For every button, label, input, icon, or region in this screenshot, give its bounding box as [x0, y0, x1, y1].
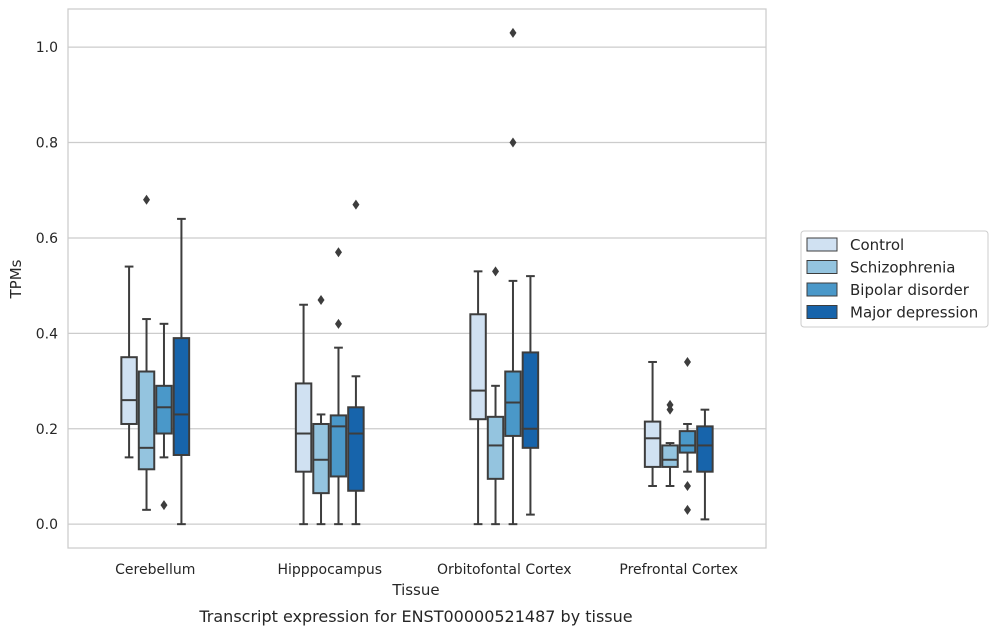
iqr-box: [155, 384, 173, 435]
legend-label: Bipolar disorder: [850, 281, 970, 299]
chart-caption: Transcript expression for ENST0000052148…: [198, 607, 632, 626]
legend-swatch: [806, 282, 838, 297]
legend: Control Schizophrenia Bipolar disorder Majo…: [800, 230, 989, 328]
iqr-box: [486, 415, 505, 480]
y-axis-ticks: 0.0 0.2 0.4 0.6 0.8 1.0: [36, 40, 58, 533]
legend-swatch: [806, 305, 838, 319]
box-bipolar-disorder: [504, 27, 522, 526]
box-schizophrenia: [312, 294, 330, 526]
iqr-box: [329, 414, 348, 478]
legend-label: Schizophrenia: [850, 259, 955, 277]
outlier-point: [334, 247, 342, 258]
iqr-box: [678, 430, 697, 454]
box-major-depression: [521, 275, 540, 516]
iqr-box: [137, 370, 156, 471]
x-tick-label: Hipppocampus: [277, 562, 382, 578]
outlier-point: [352, 199, 360, 210]
x-axis-label: Tissue: [391, 581, 439, 599]
iqr-box: [172, 337, 191, 456]
outlier-point: [683, 504, 691, 515]
outlier-point: [160, 500, 168, 511]
y-axis-label: TPMs: [7, 259, 25, 299]
box-control: [643, 360, 662, 487]
plot-frame: [67, 8, 767, 549]
outlier-point: [334, 318, 342, 329]
box-control: [294, 303, 313, 526]
x-tick-label: Cerebellum: [115, 562, 195, 578]
outlier-point: [492, 266, 500, 277]
iqr-box: [347, 406, 365, 492]
iqr-box: [643, 420, 662, 468]
legend-swatch: [806, 237, 838, 252]
x-tick-label: Prefrontal Cortex: [619, 562, 738, 578]
iqr-box: [294, 382, 313, 473]
y-tick-label: 0.8: [36, 136, 58, 152]
outlier-point: [683, 480, 691, 491]
box-control: [469, 270, 487, 526]
legend-frame: [800, 230, 989, 328]
iqr-box: [469, 313, 487, 421]
iqr-box: [312, 422, 330, 495]
outlier-point: [143, 194, 151, 205]
iqr-box: [696, 425, 714, 473]
outlier-point: [683, 356, 691, 367]
outlier-point: [509, 27, 517, 38]
x-tick-label: Orbitofontal Cortex: [437, 562, 572, 578]
box-bipolar-disorder: [678, 356, 697, 515]
y-tick-label: 0.2: [36, 422, 58, 438]
box-bipolar-disorder: [155, 322, 173, 511]
outlier-point: [666, 399, 674, 410]
iqr-box: [504, 370, 522, 437]
y-tick-label: 1.0: [36, 40, 58, 56]
iqr-box: [521, 351, 540, 449]
iqr-box: [661, 444, 679, 468]
box-schizophrenia: [661, 399, 679, 487]
box-bipolar-disorder: [329, 247, 348, 526]
box-major-depression: [172, 217, 191, 526]
legend-swatch: [806, 260, 838, 274]
y-tick-label: 0.6: [36, 231, 58, 247]
box-schizophrenia: [137, 194, 156, 511]
box-control: [120, 265, 138, 459]
box-major-depression: [347, 199, 365, 526]
outlier-point: [317, 294, 325, 305]
iqr-box: [120, 356, 138, 425]
box-schizophrenia: [486, 266, 505, 526]
box-major-depression: [696, 408, 714, 521]
outlier-point: [509, 137, 517, 148]
box-plot-area: [120, 27, 714, 526]
legend-label: Major depression: [850, 304, 978, 322]
y-tick-label: 0.4: [36, 326, 58, 342]
x-axis-ticks: Cerebellum Hipppocampus Orbitofontal Corte…: [115, 562, 738, 578]
y-tick-label: 0.0: [36, 517, 58, 533]
legend-label: Control: [850, 236, 904, 254]
